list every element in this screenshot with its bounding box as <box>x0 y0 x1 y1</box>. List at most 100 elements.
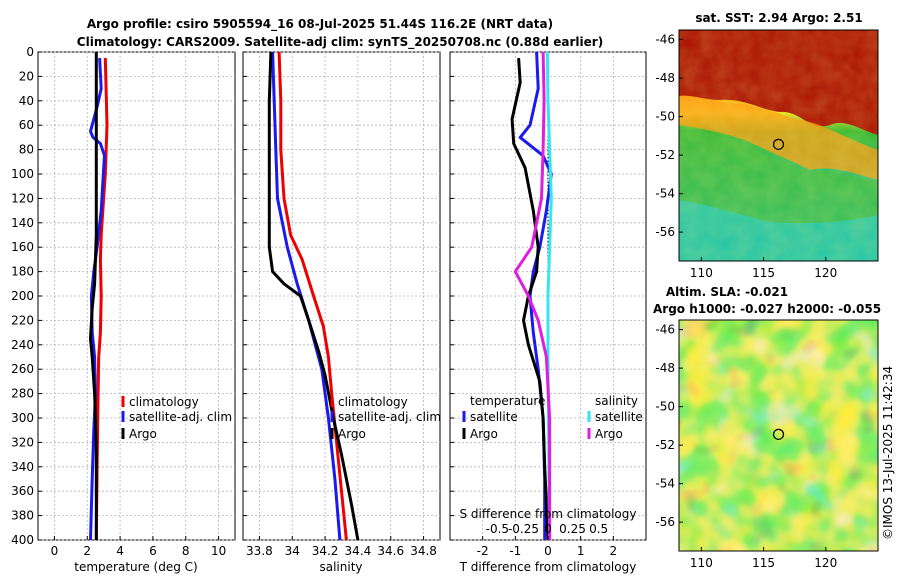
sst-texture <box>679 30 878 261</box>
s-diff-tick-label: -0.5 <box>486 522 509 536</box>
legend-label-climatology: climatology <box>338 395 408 409</box>
series-argo <box>267 51 360 541</box>
y-tick-label: 400 <box>11 533 34 547</box>
map-y-tick-label: -46 <box>655 323 675 337</box>
sla-map-title-line1: Altim. SLA: -0.021 <box>666 285 788 299</box>
y-tick-label: 240 <box>11 338 34 352</box>
sst-map: sat. SST: 2.94 Argo: 2.51 110 115 120 -46 -4… <box>655 11 879 280</box>
y-tick-label: 380 <box>11 509 34 523</box>
temperature-series <box>89 52 109 541</box>
map-x-tick-label: 120 <box>814 266 837 280</box>
legend-label-argo: Argo <box>129 427 157 441</box>
series-s-argo <box>513 51 552 540</box>
salinity-panel: 33.8 34 34.2 34.4 34.6 34.8 salinity climatol… <box>242 51 441 574</box>
x-tick-label: 34.8 <box>410 544 437 558</box>
map-y-tick-label: -56 <box>655 515 675 529</box>
legend-label-satellite: satellite-adj. clim <box>129 410 232 424</box>
x-tick-label: 8 <box>182 544 190 558</box>
series-argo <box>89 52 98 540</box>
y-tick-label: 60 <box>19 118 34 132</box>
map-x-tick-label: 120 <box>814 556 837 570</box>
s-difference-label: S difference from climatology <box>460 507 637 521</box>
y-tick-label: 180 <box>11 265 34 279</box>
salinity-difference-ticks: -0.5-0.25 0 0.25 0.5 <box>486 522 609 536</box>
map-y-tick-label: -54 <box>655 187 675 201</box>
map-y-tick-label: -52 <box>655 438 675 452</box>
temperature-xlabel: temperature (deg C) <box>74 560 197 574</box>
t-difference-label: T difference from climatology <box>459 560 637 574</box>
difference-series <box>510 51 553 541</box>
map-y-tick-label: -52 <box>655 148 675 162</box>
y-tick-label: 100 <box>11 167 34 181</box>
legend-label-argo: Argo <box>338 427 366 441</box>
x-tick-label: -2 <box>477 544 489 558</box>
x-tick-label: 33.8 <box>246 544 273 558</box>
sla-map: Altim. SLA: -0.021 Argo h1000: -0.027 h2… <box>653 285 881 570</box>
legend-label-t-satellite: satellite <box>470 410 518 424</box>
series-climatology <box>277 51 348 541</box>
s-diff-tick-label: 0 <box>544 522 552 536</box>
difference-legend: temperature satellite Argo salinity sate… <box>462 394 643 441</box>
map-y-tick-label: -46 <box>655 33 675 47</box>
y-tick-label: 260 <box>11 362 34 376</box>
s-diff-tick-label: 0.25 <box>559 522 586 536</box>
sst-map-ticks: 110 115 120 -46 -48 -50 -52 -54 -56 <box>655 33 837 280</box>
x-tick-label: 1 <box>577 544 585 558</box>
temperature-grid <box>38 51 235 541</box>
y-tick-label: 0 <box>26 45 34 59</box>
x-tick-label: 34.4 <box>345 544 372 558</box>
y-tick-label: 120 <box>11 191 34 205</box>
x-tick-label: 34.2 <box>312 544 339 558</box>
y-tick-label: 300 <box>11 411 34 425</box>
legend-label-satellite: satellite-adj. clim <box>338 410 441 424</box>
temperature-panel: 0 2 4 6 8 10020406080100120140160180200220240… <box>11 45 236 574</box>
y-tick-label: 340 <box>11 460 34 474</box>
y-tick-label: 140 <box>11 216 34 230</box>
legend-label-s-argo: Argo <box>595 427 623 441</box>
s-diff-tick-label: -0.25 <box>508 522 539 536</box>
legend-salinity-heading: salinity <box>595 394 638 408</box>
difference-ticks: -2 -1 0 1 2 <box>450 51 617 558</box>
series-t-argo <box>510 58 550 541</box>
temperature-legend: climatology satellite-adj. clim Argo <box>121 395 232 441</box>
y-tick-label: 360 <box>11 484 34 498</box>
salinity-legend: climatology satellite-adj. clim Argo <box>330 395 441 441</box>
y-tick-label: 320 <box>11 435 34 449</box>
map-x-tick-label: 115 <box>752 266 775 280</box>
map-y-tick-label: -48 <box>655 71 675 85</box>
argo-float-marker <box>772 428 785 440</box>
imos-timestamp: ©IMOS 13-Jul-2025 11:42:34 <box>881 366 895 540</box>
difference-panel: -2 -1 0 1 2 -0.5-0.25 0 0.25 0.5 S difference f… <box>449 51 647 574</box>
y-tick-label: 160 <box>11 240 34 254</box>
map-y-tick-label: -48 <box>655 361 675 375</box>
y-tick-label: 280 <box>11 387 34 401</box>
y-tick-label: 200 <box>11 289 34 303</box>
map-y-tick-label: -50 <box>655 110 675 124</box>
legend-label-s-satellite: satellite <box>595 410 643 424</box>
map-x-tick-label: 110 <box>690 556 713 570</box>
series-climatology <box>94 58 109 541</box>
x-tick-label: 34 <box>285 544 300 558</box>
x-tick-label: 0 <box>544 544 552 558</box>
sla-map-ticks: 110 115 120 -46 -48 -50 -52 -54 -56 <box>655 323 837 570</box>
x-tick-label: -1 <box>509 544 521 558</box>
sst-map-title: sat. SST: 2.94 Argo: 2.51 <box>695 11 862 25</box>
map-y-tick-label: -56 <box>655 225 675 239</box>
x-tick-label: 6 <box>149 544 157 558</box>
sla-map-title-line2: Argo h1000: -0.027 h2000: -0.055 <box>653 302 881 316</box>
map-x-tick-label: 110 <box>690 266 713 280</box>
x-tick-label: 4 <box>116 544 124 558</box>
figure-title-line2: Climatology: CARS2009. Satellite-adj cli… <box>77 35 603 50</box>
x-tick-label: 10 <box>211 544 226 558</box>
temperature-ticks: 0 2 4 6 8 10020406080100120140160180200220240… <box>11 45 226 558</box>
s-diff-tick-label: 0.5 <box>589 522 608 536</box>
y-tick-label: 220 <box>11 313 34 327</box>
sst-map-frame <box>678 29 879 262</box>
figure-title-line1: Argo profile: csiro 5905594_16 08-Jul-20… <box>87 17 553 32</box>
y-tick-label: 80 <box>19 143 34 157</box>
legend-label-t-argo: Argo <box>470 427 498 441</box>
x-tick-label: 2 <box>83 544 91 558</box>
argo-float-marker <box>772 138 785 150</box>
sla-field <box>679 320 878 551</box>
